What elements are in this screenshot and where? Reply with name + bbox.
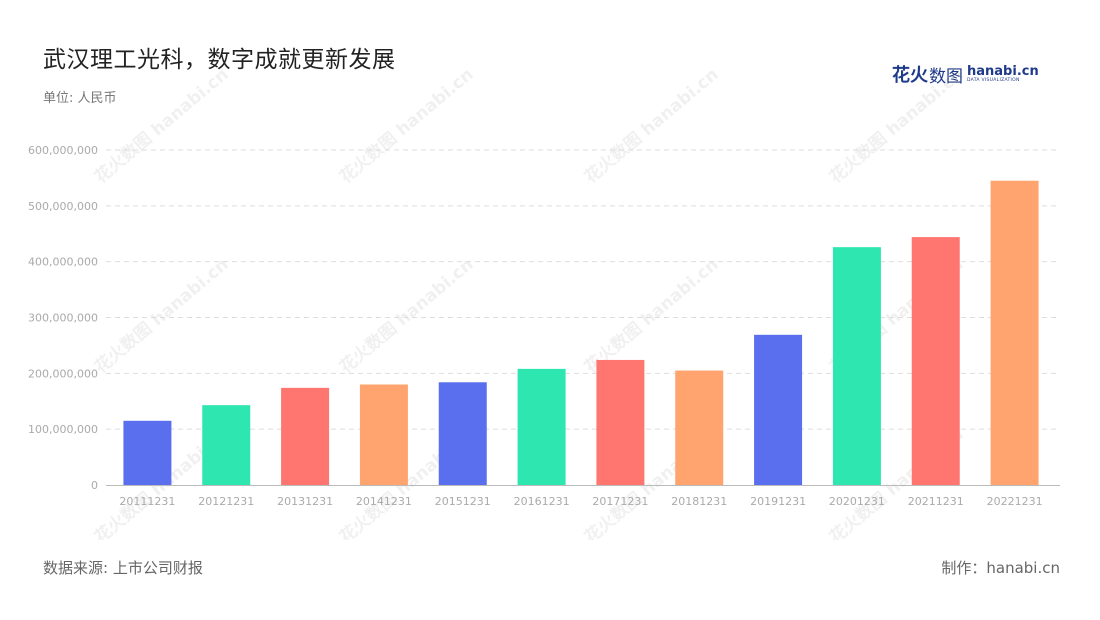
y-tick-label: 200,000,000 [28, 367, 98, 380]
logo-brand-en-sub: DATA VISUALIZATION [967, 77, 1020, 83]
y-tick-label: 300,000,000 [28, 312, 98, 325]
bar-20201231 [832, 247, 881, 485]
x-tick-label: 20151231 [435, 495, 491, 508]
watermark-text: 花火数图 hanabi.cn [825, 64, 967, 188]
x-tick-label: 20171231 [592, 495, 648, 508]
x-tick-label: 20221231 [987, 495, 1043, 508]
logo-brand-en: hanabi.cn DATA VISUALIZATION [967, 65, 1039, 84]
bar-20181231 [675, 370, 724, 485]
bar-20211231 [911, 237, 960, 485]
bar-20221231 [990, 180, 1039, 486]
bars [123, 180, 1039, 486]
data-source: 数据来源: 上市公司财报 [43, 559, 203, 577]
bar-20191231 [754, 334, 803, 485]
y-axis-ticks: 0 100,000,000 200,000,000 300,000,000 400,00… [28, 144, 98, 492]
logo-brand-cn-bold: 花火 [892, 65, 928, 86]
x-tick-label: 20141231 [356, 495, 412, 508]
watermark-text: 花火数图 hanabi.cn [580, 254, 722, 378]
logo-brand-en-main: hanabi.cn [967, 63, 1039, 79]
x-tick-label: 20161231 [514, 495, 570, 508]
bar-20141231 [359, 384, 408, 485]
x-tick-label: 20121231 [198, 495, 254, 508]
y-tick-label: 400,000,000 [28, 256, 98, 269]
bar-20161231 [517, 368, 566, 485]
unit-label: 单位: 人民币 [43, 91, 117, 106]
logo-brand-cn: 数图 [929, 66, 963, 87]
y-tick-label: 500,000,000 [28, 200, 98, 213]
y-tick-label: 0 [91, 479, 98, 492]
x-tick-label: 20111231 [119, 495, 175, 508]
watermark-text: 花火数图 hanabi.cn [90, 64, 232, 188]
x-axis-ticks: 20111231 20121231 20131231 20141231 20151231… [119, 495, 1042, 508]
bar-chart: 花火数图 hanabi.cn 花火数图 hanabi.cn 花火数图 hanabi.… [28, 64, 1060, 540]
bar-20151231 [438, 382, 487, 485]
bar-20121231 [202, 405, 251, 485]
chart-title: 武汉理工光科，数字成就更新发展 [43, 47, 396, 73]
x-tick-label: 20181231 [671, 495, 727, 508]
bar-20111231 [123, 420, 172, 485]
grid-lines [106, 149, 1060, 430]
x-tick-label: 20201231 [829, 495, 885, 508]
watermark-text: 花火数图 hanabi.cn [580, 64, 722, 188]
bar-20171231 [596, 359, 645, 485]
bar-20131231 [281, 387, 330, 485]
x-tick-label: 20191231 [750, 495, 806, 508]
watermark-text: 花火数图 hanabi.cn [90, 254, 232, 378]
x-tick-label: 20211231 [908, 495, 964, 508]
watermark-text: 花火数图 hanabi.cn [335, 254, 477, 378]
y-tick-label: 600,000,000 [28, 144, 98, 157]
credit-text: 制作：hanabi.cn [941, 559, 1060, 577]
brand-logo: 花火 数图 hanabi.cn DATA VISUALIZATION [892, 60, 1039, 88]
x-tick-label: 20131231 [277, 495, 333, 508]
watermark-text: 花火数图 hanabi.cn [335, 64, 477, 188]
y-tick-label: 100,000,000 [28, 423, 98, 436]
